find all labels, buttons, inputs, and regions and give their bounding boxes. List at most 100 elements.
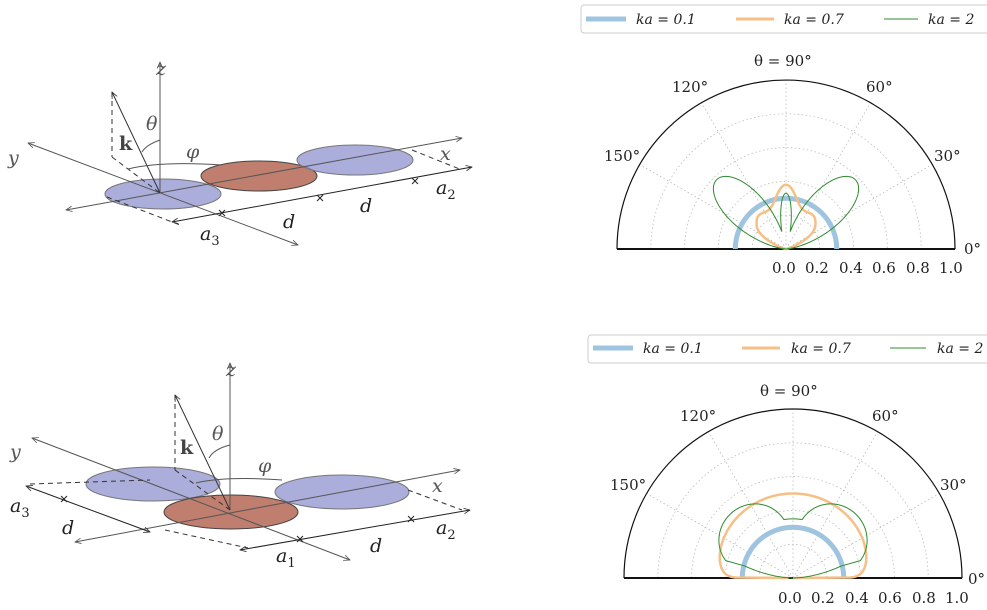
k-label-top: k xyxy=(119,133,133,155)
r-tick-1-bottom: 0.2 xyxy=(811,589,835,607)
a3-label-top: a3 xyxy=(200,223,220,249)
theta-arc-top xyxy=(141,139,161,153)
r-tick-4-top: 0.8 xyxy=(906,259,930,277)
dim-tick-3-bottom xyxy=(407,515,415,523)
r-tick-0-top: 0.0 xyxy=(772,259,796,277)
disk-right-top xyxy=(296,144,414,176)
series-ka01-bottom xyxy=(739,524,847,581)
theta-label-bottom: θ xyxy=(212,423,224,445)
phi-label-top: φ xyxy=(186,141,200,163)
grid-spoke-150-bottom xyxy=(646,493,794,579)
dim-tick-1-top xyxy=(218,209,226,217)
dim-dashed-right-top xyxy=(411,149,463,171)
angle-label-60-bottom: 60° xyxy=(872,407,899,425)
z-label-top: z xyxy=(155,58,167,80)
r-tick-2-top: 0.4 xyxy=(839,259,863,277)
series-ka07-bottom xyxy=(718,492,868,580)
d2-label-top: d xyxy=(360,195,372,217)
d2-label-bottom: d xyxy=(370,535,382,557)
grid-ring-4-top xyxy=(650,113,922,250)
grid-spoke-30-bottom xyxy=(792,493,940,579)
r-tick-5-top: 1.0 xyxy=(939,259,963,277)
angle-label-0-top: 0° xyxy=(964,240,981,258)
legend-box-bottom xyxy=(587,334,987,364)
d1-label-top: d xyxy=(283,211,295,233)
k-projection-base-top xyxy=(111,156,161,194)
angle-label-0-bottom: 0° xyxy=(968,570,985,588)
series-ka01-top xyxy=(732,195,840,252)
polar-frame-bottom xyxy=(623,408,963,579)
polar-axes-top xyxy=(616,79,956,252)
dim-tick-2-bottom xyxy=(296,535,304,543)
k-vector-bottom xyxy=(174,395,231,511)
legend-label-ka2-bottom: ka = 2 xyxy=(937,341,983,357)
angle-label-60-top: 60° xyxy=(866,78,893,96)
diagram-top: z y x k θ φ d d a2 a3 xyxy=(7,58,472,249)
legend-label-ka07-top: ka = 0.7 xyxy=(784,12,844,28)
grid-ring-2-top xyxy=(718,181,854,250)
phi-arc-bottom xyxy=(195,478,283,484)
d1-label-bottom: d xyxy=(62,517,74,539)
x-label-bottom: x xyxy=(432,475,443,497)
grid-spoke-120-top xyxy=(701,102,787,250)
legend-label-ka01-bottom: ka = 0.1 xyxy=(643,341,703,357)
a2-label-bottom: a2 xyxy=(436,517,456,543)
legend-box-top xyxy=(580,4,987,34)
dim-dashed-left2-bottom xyxy=(164,529,249,549)
angle-label-150-top: 150° xyxy=(604,147,640,165)
series-ka2-bottom xyxy=(718,503,868,579)
dim-line-bottom xyxy=(240,510,470,550)
series-ka2-top xyxy=(712,175,860,250)
polar-plot-top: ka = 0.1 ka = 0.7 ka = 2 θ = 90° 120° 60… xyxy=(580,4,987,277)
polar-axes-bottom xyxy=(623,408,963,581)
angle-label-90-top: θ = 90° xyxy=(754,52,812,70)
polar-frame-top xyxy=(616,79,956,250)
y-label-top: y xyxy=(7,147,19,169)
diagram-bottom: z y x k θ φ d d a1 a2 a3 xyxy=(9,359,470,571)
r-tick-2-bottom: 0.4 xyxy=(845,589,869,607)
r-tick-3-top: 0.6 xyxy=(872,259,896,277)
angle-label-150-bottom: 150° xyxy=(610,476,646,494)
disk-center-top xyxy=(200,160,318,192)
r-tick-4-bottom: 0.8 xyxy=(912,589,936,607)
r-tick-1-top: 0.2 xyxy=(805,259,829,277)
angle-label-120-top: 120° xyxy=(672,78,708,96)
series-ka07-top xyxy=(755,183,817,251)
legend-label-ka2-top: ka = 2 xyxy=(928,12,974,28)
dim-tick-2-top xyxy=(316,194,324,202)
angle-label-30-bottom: 30° xyxy=(940,476,967,494)
angle-label-120-bottom: 120° xyxy=(680,407,716,425)
dim-tick-1-bottom xyxy=(60,495,68,503)
legend-label-ka01-top: ka = 0.1 xyxy=(636,12,696,28)
angle-label-90-bottom: θ = 90° xyxy=(760,382,818,400)
dim-dashed-left-bottom xyxy=(29,479,151,485)
r-tick-0-bottom: 0.0 xyxy=(778,589,802,607)
grid-ring-4-bottom xyxy=(657,442,929,579)
a3-label-bottom: a3 xyxy=(10,495,30,521)
angle-label-30-top: 30° xyxy=(934,147,961,165)
y-label-bottom: y xyxy=(9,441,21,463)
theta-label-top: θ xyxy=(146,113,158,135)
k-label-bottom: k xyxy=(180,437,194,459)
dim-dashed-right-bottom xyxy=(407,489,463,511)
a2-label-top: a2 xyxy=(436,177,456,203)
dim-dashed-left-top xyxy=(106,196,181,226)
r-tick-3-bottom: 0.6 xyxy=(878,589,902,607)
k-projection-base-bottom xyxy=(174,469,231,511)
grid-ring-2-bottom xyxy=(725,510,861,579)
dim-tick-3-top xyxy=(411,177,419,185)
theta-arc-bottom xyxy=(208,444,231,459)
z-label-bottom: z xyxy=(225,359,237,381)
phi-arc-top xyxy=(127,163,223,170)
dim-line-left-bottom xyxy=(26,486,150,532)
x-label-top: x xyxy=(440,143,451,165)
k-vector-top xyxy=(111,92,161,194)
polar-plot-bottom: ka = 0.1 ka = 0.7 ka = 2 θ = 90° 120° 60… xyxy=(587,334,987,607)
legend-label-ka07-bottom: ka = 0.7 xyxy=(791,341,851,357)
a1-label-bottom: a1 xyxy=(276,545,296,571)
grid-spoke-60-top xyxy=(785,102,871,250)
y-axis-top xyxy=(28,143,298,245)
r-tick-5-bottom: 1.0 xyxy=(945,589,969,607)
disk-center-bottom xyxy=(163,494,299,530)
